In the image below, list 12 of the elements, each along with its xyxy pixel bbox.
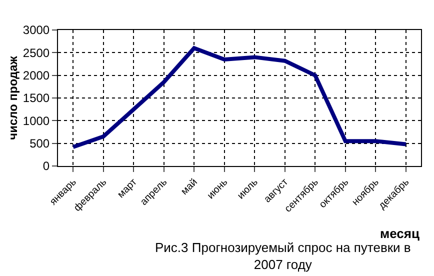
- y-axis-title: число продаж: [6, 56, 20, 140]
- y-tick-label: 1500: [22, 91, 50, 106]
- y-tick-label: 2500: [22, 46, 50, 60]
- line-series: [71, 46, 408, 149]
- text: Рис.3 Прогнозируемый спрос на путевки в 2007 году: [155, 240, 411, 272]
- y-tick-label: 0: [42, 159, 50, 174]
- x-axis-title: месяц: [380, 226, 420, 241]
- y-tick-label: 1000: [22, 114, 50, 128]
- x-tick-label: май: [179, 176, 200, 198]
- y-tick-label: 2000: [22, 68, 50, 83]
- y-tick-label: 3000: [22, 23, 50, 38]
- y-tick-label: 500: [30, 136, 50, 151]
